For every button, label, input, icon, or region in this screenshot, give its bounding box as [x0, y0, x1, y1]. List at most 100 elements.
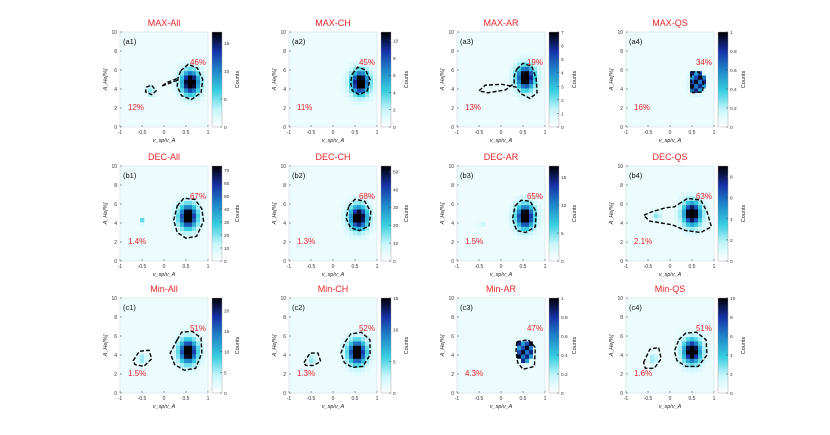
heatmap-cell — [353, 62, 358, 67]
x-tick-label: 0 — [669, 396, 672, 402]
heatmap-cell — [361, 92, 366, 98]
heatmap-cell — [357, 213, 362, 219]
heatmap-cell — [353, 336, 358, 342]
heatmap-cell — [373, 200, 378, 206]
heatmap-cell — [513, 235, 518, 240]
heatmap-cell — [525, 191, 530, 197]
heatmap-cell — [698, 204, 703, 210]
heatmap-cell — [337, 349, 342, 355]
heatmap-cell — [529, 222, 534, 227]
heatmap-cell — [694, 70, 699, 76]
panel-label: (b2) — [292, 171, 306, 180]
x-tick-label: 0.5 — [352, 264, 359, 270]
heatmap-cell — [357, 226, 362, 232]
heatmap-cell — [686, 191, 691, 197]
heatmap-cell — [184, 88, 189, 93]
heatmap-cell — [357, 367, 362, 372]
heatmap-cell — [341, 88, 346, 93]
heatmap-cell — [196, 354, 201, 359]
heatmap-cell — [369, 83, 374, 89]
heatmap-cell — [144, 83, 149, 89]
heatmap-cell — [694, 92, 699, 98]
heatmap-cell — [698, 79, 703, 85]
heatmap-cell — [184, 213, 189, 219]
heatmap-cell — [706, 336, 711, 342]
colorbar-tick-label: 30 — [393, 205, 399, 211]
heatmap-cell — [140, 362, 145, 368]
heatmap-cell — [517, 354, 522, 359]
heatmap-cell — [192, 371, 197, 377]
heatmap-cell — [361, 96, 366, 102]
colorbar-tick-label: 8 — [730, 175, 733, 181]
heatmap-cell — [686, 371, 691, 377]
heatmap-cell — [529, 341, 534, 346]
heatmap-cell — [353, 349, 358, 355]
heatmap-cell — [200, 341, 205, 346]
heatmap-cell — [369, 222, 374, 227]
heatmap-cell — [698, 191, 703, 197]
heatmap-cell — [176, 66, 181, 72]
colorbar-tick-label: 6 — [561, 44, 564, 50]
heatmap-cell — [686, 200, 691, 206]
x-tick-label: 0.5 — [520, 396, 527, 402]
heatmap-cell — [525, 88, 530, 93]
heatmap-cell — [204, 204, 209, 210]
heatmap-cell — [525, 349, 530, 355]
heatmap-cell — [345, 358, 350, 364]
y-tick-label: 0 — [283, 391, 286, 397]
heatmap-cell — [192, 75, 197, 80]
colorbar-tick-label: 6 — [730, 196, 733, 202]
heatmap-cell — [525, 358, 530, 364]
heatmap-cell — [180, 191, 185, 197]
y-tick-label: 10 — [448, 164, 454, 170]
heatmap-cell — [361, 79, 366, 85]
heatmap-cell — [694, 332, 699, 338]
colorbar-tick-label: 0.6 — [561, 334, 568, 340]
heatmap-cell — [345, 328, 350, 333]
heatmap-cell — [529, 217, 534, 223]
heatmap-cell — [188, 323, 193, 329]
colorbar — [548, 165, 560, 262]
heatmap-cell — [690, 332, 695, 338]
heatmap-cell — [196, 204, 201, 210]
heatmap-cell — [180, 358, 185, 364]
panel-c2: -1 -0.5 0 0.5 10246810v_sp/v_AA_He[%]Min-CH(… — [272, 284, 410, 410]
heatmap-cell — [345, 88, 350, 93]
heatmap-cell — [710, 349, 715, 355]
heatmap-cell — [188, 88, 193, 93]
heatmap-cell — [513, 217, 518, 223]
x-axis-label: v_sp/v_A — [322, 272, 345, 278]
heatmap-cell — [192, 62, 197, 67]
panel-c1: -1 -0.5 0 0.5 10246810v_sp/v_AA_He[%]Min-All… — [103, 284, 241, 410]
heatmap-cell — [361, 354, 366, 359]
heatmap-cell — [196, 79, 201, 85]
heatmap-cell — [200, 204, 205, 210]
x-tick-label: 0.5 — [352, 130, 359, 136]
heatmap-cell — [136, 362, 141, 368]
heatmap-cell — [353, 367, 358, 372]
heatmap-cell — [521, 222, 526, 227]
heatmap-cell — [357, 358, 362, 364]
heatmap-cell — [353, 204, 358, 210]
secondary-peak-percentage: 2.1% — [634, 237, 652, 246]
y-tick-label: 8 — [283, 315, 286, 321]
heatmap-cell — [184, 79, 189, 85]
y-tick-label: 10 — [448, 296, 454, 302]
heatmap-cell — [698, 92, 703, 98]
heatmap-cell — [509, 70, 514, 76]
heatmap-cell — [654, 217, 659, 223]
heatmap-cell — [369, 349, 374, 355]
heatmap-cell — [184, 217, 189, 223]
heatmap-cell — [188, 226, 193, 232]
x-tick-label: -1 — [118, 396, 123, 402]
heatmap-cell — [168, 341, 173, 346]
y-tick-label: 10 — [111, 296, 117, 302]
heatmap-cell — [517, 345, 522, 351]
heatmap-cell — [192, 209, 197, 214]
heatmap-cell — [172, 230, 177, 236]
heatmap-cell — [686, 332, 691, 338]
heatmap-cell — [188, 66, 193, 72]
heatmap-cell — [353, 92, 358, 98]
heatmap-cell — [341, 336, 346, 342]
heatmap-cell — [345, 62, 350, 67]
